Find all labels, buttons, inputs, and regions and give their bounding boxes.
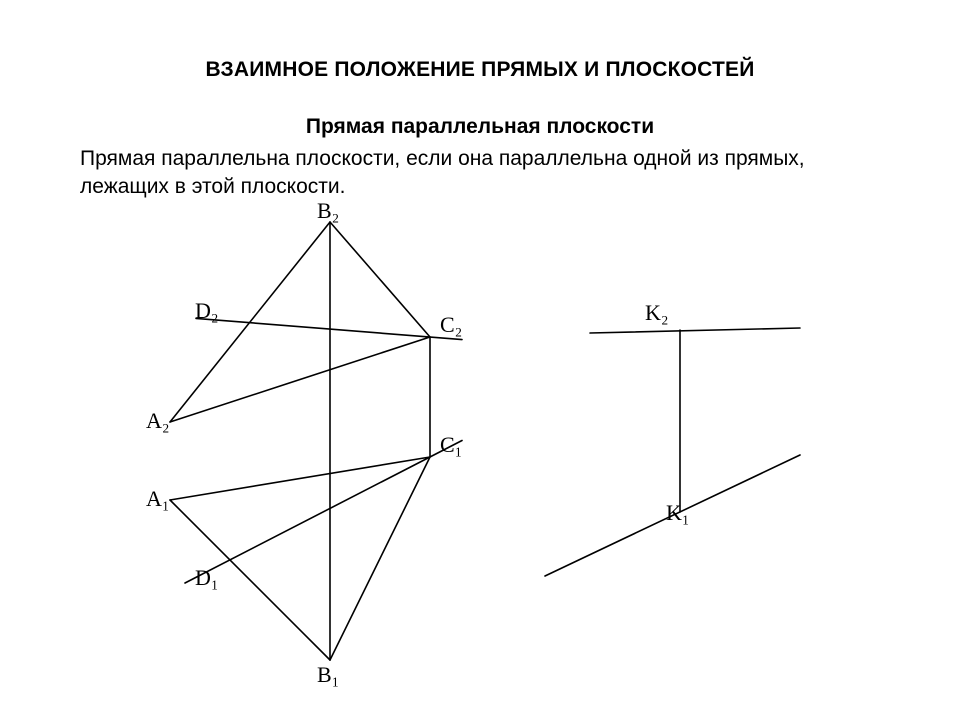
label-K2: K₂	[645, 300, 669, 325]
line-A2-C2	[170, 337, 430, 422]
label-K1: K₁	[666, 500, 690, 525]
line-A1-B1	[170, 500, 330, 660]
label-A1: A₁	[146, 486, 170, 511]
label-D2: D₂	[195, 298, 219, 323]
line-B1-C1	[330, 457, 430, 660]
line-B2-C2	[330, 222, 430, 337]
line-A1-C1	[170, 457, 430, 500]
line-K2	[590, 328, 800, 333]
label-B2: B₂	[317, 198, 339, 223]
line-D1-C1-ext	[185, 441, 462, 584]
label-C2: C₂	[440, 312, 462, 337]
label-A2: A₂	[146, 408, 170, 433]
label-C1: C₁	[440, 432, 462, 457]
label-D1: D₁	[195, 565, 219, 590]
geometry-diagram: B₂ D₂ C₂ A₂ C₁ A₁ D₁ B₁ K₂ K₁	[0, 0, 960, 720]
label-B1: B₁	[317, 662, 339, 687]
